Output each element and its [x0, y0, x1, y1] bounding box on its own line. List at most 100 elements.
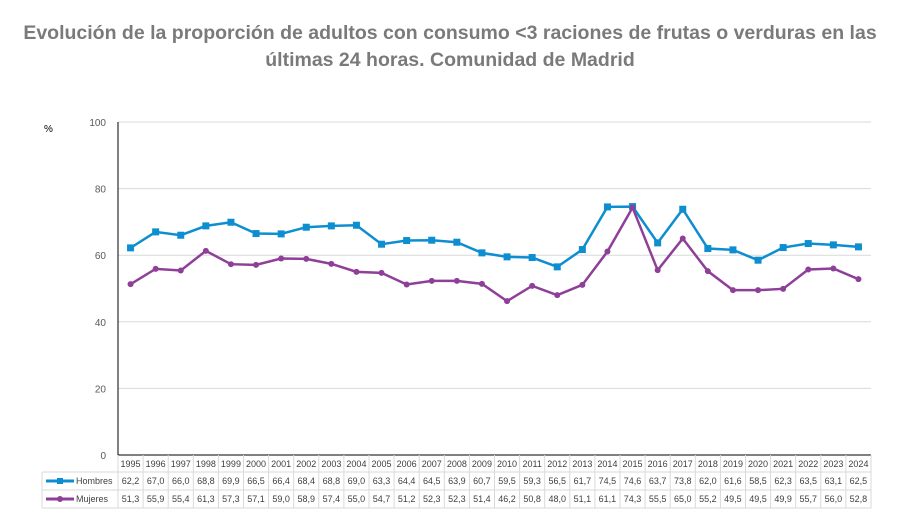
data-point-mujeres — [403, 281, 410, 288]
data-table-cell: 74,3 — [624, 494, 642, 504]
data-point-hombres — [779, 244, 787, 252]
data-table-cell: 60,7 — [473, 476, 491, 486]
data-point-hombres — [227, 218, 235, 226]
data-point-hombres — [704, 245, 712, 253]
data-point-hombres — [252, 230, 260, 238]
data-point-mujeres — [127, 281, 134, 288]
data-point-hombres — [553, 263, 561, 271]
x-tick-label: 1995 — [121, 459, 141, 469]
data-point-hombres — [428, 236, 436, 244]
data-table-cell: 68,8 — [323, 476, 341, 486]
data-table-cell: 51,4 — [473, 494, 491, 504]
data-point-mujeres — [554, 292, 561, 299]
data-point-mujeres — [529, 282, 536, 289]
data-point-mujeres — [805, 266, 812, 273]
data-table-cell: 50,8 — [523, 494, 541, 504]
data-table-cell: 49,9 — [774, 494, 792, 504]
data-table-cell: 69,9 — [222, 476, 240, 486]
data-point-hombres — [378, 240, 386, 248]
x-tick-label: 2022 — [798, 459, 818, 469]
x-tick-label: 2006 — [397, 459, 417, 469]
data-table-cell: 52,3 — [448, 494, 466, 504]
data-point-hombres — [578, 246, 586, 254]
data-table-cell: 62,0 — [699, 476, 717, 486]
y-tick-label: 0 — [100, 451, 106, 462]
data-table-cell: 63,5 — [799, 476, 817, 486]
data-table-cell: 55,7 — [799, 494, 817, 504]
x-tick-label: 2019 — [723, 459, 743, 469]
data-table-cell: 57,1 — [247, 494, 265, 504]
data-point-hombres — [277, 230, 285, 238]
series-line-hombres — [129, 205, 859, 269]
data-point-mujeres — [679, 235, 686, 242]
data-table-cell: 61,3 — [197, 494, 215, 504]
x-tick-label: 2008 — [447, 459, 467, 469]
y-tick-label: 20 — [95, 384, 107, 395]
x-tick-label: 2002 — [296, 459, 316, 469]
data-table-cell: 65,0 — [674, 494, 692, 504]
data-point-mujeres — [152, 265, 159, 272]
data-point-hombres — [528, 254, 536, 262]
x-tick-label: 2021 — [773, 459, 793, 469]
series-line-mujeres — [129, 204, 859, 303]
data-point-hombres — [302, 223, 310, 231]
data-table-cell: 74,5 — [599, 476, 617, 486]
data-table-cell: 61,1 — [599, 494, 617, 504]
data-point-hombres — [453, 238, 461, 246]
data-point-hombres — [327, 222, 335, 230]
x-tick-label: 2016 — [648, 459, 668, 469]
data-table-cell: 59,5 — [498, 476, 516, 486]
data-table-cell: 68,8 — [197, 476, 215, 486]
data-point-mujeres — [729, 287, 736, 294]
data-point-mujeres — [202, 247, 209, 254]
data-point-mujeres — [328, 260, 335, 267]
data-table-cell: 55,5 — [649, 494, 667, 504]
x-tick-label: 2000 — [246, 459, 266, 469]
data-point-mujeres — [504, 298, 511, 305]
data-table-cell: 58,5 — [749, 476, 767, 486]
data-point-mujeres — [227, 261, 234, 268]
data-point-hombres — [829, 241, 837, 249]
x-tick-label: 2023 — [823, 459, 843, 469]
data-table-cell: 54,7 — [373, 494, 391, 504]
data-point-hombres — [352, 221, 360, 229]
x-tick-label: 2013 — [572, 459, 592, 469]
data-table-cell: 63,9 — [448, 476, 466, 486]
data-table-cell: 51,2 — [398, 494, 416, 504]
x-tick-label: 2014 — [597, 459, 617, 469]
data-table-cell: 64,4 — [398, 476, 416, 486]
y-tick-label: 60 — [95, 251, 107, 262]
legend-label: Hombres — [76, 476, 113, 486]
x-tick-label: 2007 — [422, 459, 442, 469]
data-point-hombres — [177, 231, 185, 239]
x-tick-label: 2001 — [271, 459, 291, 469]
data-point-hombres — [503, 253, 511, 261]
data-table-cell: 59,3 — [523, 476, 541, 486]
data-table-cell: 55,0 — [348, 494, 366, 504]
data-table-cell: 66,4 — [272, 476, 290, 486]
x-tick-label: 1996 — [146, 459, 166, 469]
data-point-mujeres — [353, 268, 360, 275]
data-table-cell: 55,2 — [699, 494, 717, 504]
x-tick-label: 2004 — [346, 459, 366, 469]
data-table-cell: 56,5 — [548, 476, 566, 486]
x-tick-label: 2010 — [497, 459, 517, 469]
data-table-cell: 62,3 — [774, 476, 792, 486]
data-point-mujeres — [453, 277, 460, 284]
x-tick-label: 1999 — [221, 459, 241, 469]
x-tick-label: 2009 — [472, 459, 492, 469]
data-point-mujeres — [177, 267, 184, 274]
data-point-mujeres — [780, 285, 787, 292]
data-point-hombres — [729, 246, 737, 254]
data-table-cell: 61,6 — [724, 476, 742, 486]
data-table-cell: 67,0 — [147, 476, 165, 486]
x-tick-label: 2017 — [673, 459, 693, 469]
y-axis-label: % — [44, 124, 53, 135]
x-tick-label: 2005 — [372, 459, 392, 469]
x-tick-label: 2018 — [698, 459, 718, 469]
data-point-hombres — [403, 237, 411, 245]
data-table-cell: 59,0 — [272, 494, 290, 504]
y-tick-label: 40 — [95, 318, 107, 329]
data-table-cell: 74,6 — [624, 476, 642, 486]
